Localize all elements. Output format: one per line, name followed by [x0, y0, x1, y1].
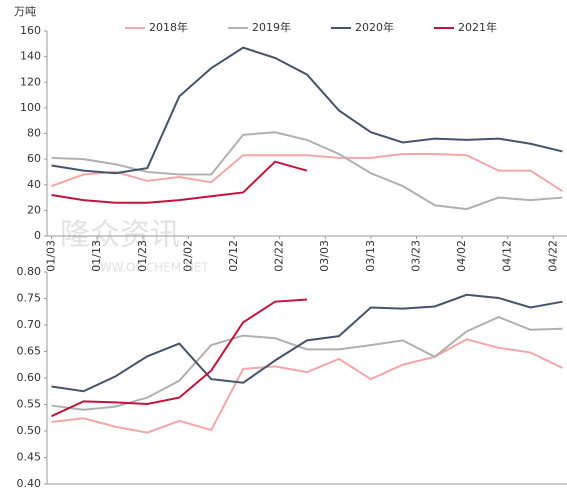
y-tick-label: 0.50	[17, 424, 42, 437]
legend-label: 2019年	[252, 20, 291, 34]
line-series	[51, 338, 563, 434]
y-tick-label: 0.45	[17, 451, 42, 464]
y-tick-label: 140	[20, 50, 41, 63]
y-tick-label: 40	[27, 178, 41, 191]
y-tick-label: 0.70	[17, 318, 42, 331]
legend-label: 2018年	[149, 20, 188, 34]
line-series	[51, 46, 563, 175]
x-tick-label: 01/23	[136, 240, 149, 272]
x-tick-label: 03/23	[409, 240, 422, 272]
y-tick-label: 0.55	[17, 398, 42, 411]
y-tick-label: 100	[20, 101, 41, 114]
watermark-url: WWW.OILCHEM.NET	[88, 261, 209, 275]
x-tick-label: 02/12	[227, 240, 240, 272]
line-series	[51, 315, 563, 411]
x-tick-label: 04/12	[501, 240, 514, 272]
y-tick-label: 0	[34, 229, 41, 242]
x-tick-label: 02/02	[181, 240, 194, 272]
line-series	[51, 160, 308, 204]
y-tick-label: 0.40	[17, 477, 42, 490]
y-tick-label: 120	[20, 75, 41, 88]
y-tick-label: 60	[27, 152, 41, 165]
y-tick-label: 0.60	[17, 371, 42, 384]
watermark: 隆众资讯	[60, 218, 180, 253]
x-tick-label: 02/22	[273, 240, 286, 272]
x-tick-label: 01/03	[45, 240, 58, 272]
line-series	[51, 298, 308, 418]
x-tick-label: 01/13	[90, 240, 103, 272]
y-axis-label: 万吨	[14, 5, 36, 18]
x-tick-label: 03/13	[364, 240, 377, 272]
y-tick-label: 20	[27, 203, 41, 216]
line-series	[51, 293, 563, 393]
x-tick-label: 04/02	[455, 240, 468, 272]
x-tick-label: 03/03	[318, 240, 331, 272]
legend-label: 2020年	[355, 20, 394, 34]
y-tick-label: 0.80	[17, 265, 42, 278]
y-tick-label: 0.75	[17, 292, 42, 305]
x-tick-label: 04/22	[546, 240, 559, 272]
y-tick-label: 80	[27, 127, 41, 140]
legend-label: 2021年	[458, 20, 497, 34]
line-series	[51, 153, 563, 192]
y-tick-label: 160	[20, 24, 41, 37]
y-tick-label: 0.65	[17, 345, 42, 358]
